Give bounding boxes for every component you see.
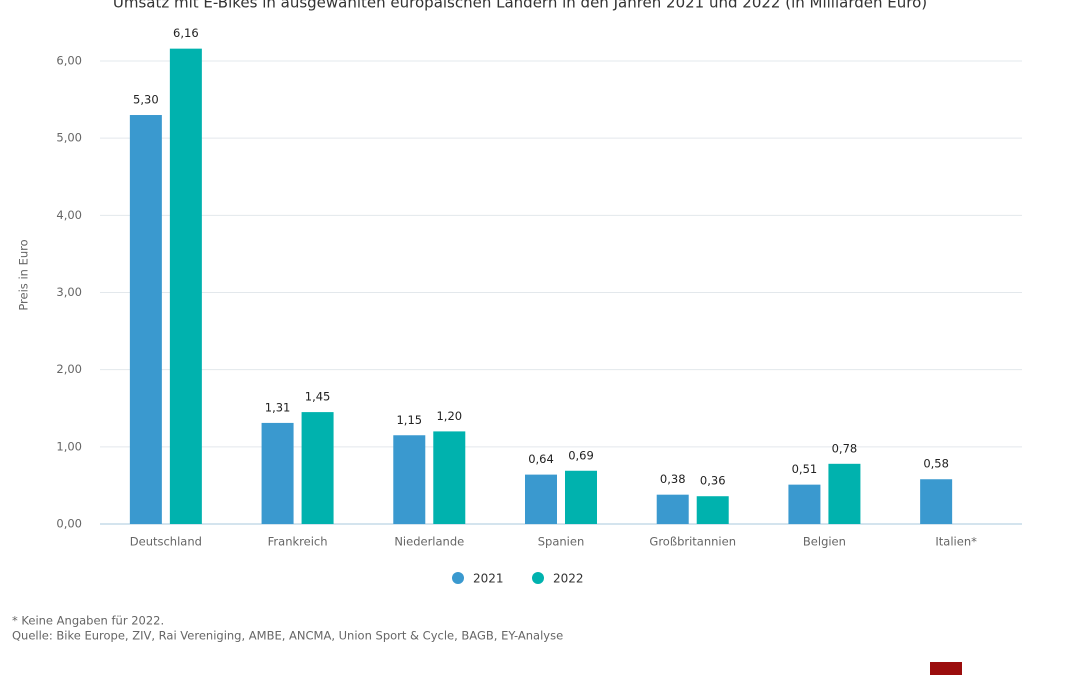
value-label: 0,64 (528, 452, 554, 466)
value-label: 5,30 (133, 93, 159, 107)
value-label: 1,15 (396, 413, 422, 427)
bar (696, 496, 729, 524)
y-axis-label: Preis in Euro (17, 239, 31, 310)
x-tick-label: Spanien (538, 535, 585, 549)
x-tick-label: Deutschland (130, 535, 202, 549)
y-tick-label: 4,00 (56, 208, 82, 222)
source: Quelle: Bike Europe, ZIV, Rai Vereniging… (12, 629, 563, 643)
legend-label: 2021 (473, 572, 504, 586)
bar (301, 412, 334, 524)
x-tick-label: Belgien (803, 535, 846, 549)
y-tick-label: 3,00 (56, 285, 82, 299)
bar (169, 48, 202, 525)
legend-label: 2022 (553, 572, 584, 586)
bar (656, 494, 689, 524)
y-tick-label: 0,00 (56, 517, 82, 531)
bar (828, 463, 861, 524)
bar (433, 431, 466, 524)
x-tick-label: Niederlande (394, 535, 464, 549)
value-label: 1,31 (265, 400, 291, 414)
y-tick-label: 1,00 (56, 439, 82, 453)
legend-marker (532, 572, 544, 584)
x-tick-label: Großbritannien (649, 535, 736, 549)
chart-title: Umsatz mit E-Bikes in ausgewählten europ… (113, 0, 927, 12)
value-label: 1,45 (305, 390, 331, 404)
value-label: 0,58 (923, 457, 949, 471)
y-tick-label: 2,00 (56, 362, 82, 376)
bar (129, 115, 162, 525)
bar (261, 422, 294, 524)
bar (393, 435, 426, 524)
legend-marker (452, 572, 464, 584)
logo (930, 662, 962, 675)
value-label: 0,69 (568, 448, 594, 462)
bar (920, 479, 953, 524)
value-label: 1,20 (436, 409, 462, 423)
value-label: 6,16 (173, 26, 199, 40)
y-tick-label: 5,00 (56, 131, 82, 145)
bar (525, 474, 557, 524)
value-label: 0,78 (832, 441, 858, 455)
y-tick-label: 6,00 (56, 54, 82, 68)
footnote: * Keine Angaben für 2022. (12, 614, 164, 628)
bar (565, 470, 597, 524)
x-tick-label: Italien* (935, 535, 977, 549)
value-label: 0,51 (792, 462, 818, 476)
bar (788, 484, 821, 524)
value-label: 0,38 (660, 472, 686, 486)
x-tick-label: Frankreich (268, 535, 328, 549)
value-label: 0,36 (700, 474, 726, 488)
